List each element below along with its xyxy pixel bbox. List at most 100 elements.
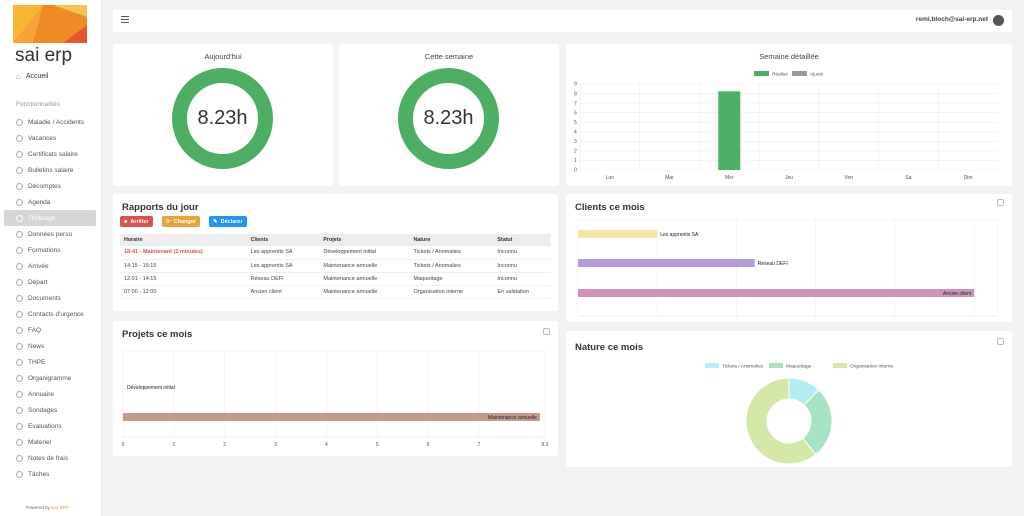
sidebar-item-label: Timbrage bbox=[28, 214, 56, 222]
sidebar-item-20[interactable]: Materiel bbox=[4, 434, 96, 450]
clock-icon bbox=[16, 230, 23, 238]
sidebar-item-17[interactable]: Annuaire bbox=[4, 386, 96, 402]
cell-statut: En validation bbox=[493, 285, 551, 299]
clock-icon bbox=[16, 438, 23, 446]
week-value: 8.23h bbox=[423, 107, 474, 129]
settings-icon[interactable] bbox=[997, 199, 1004, 206]
sidebar-item-label: Données perso bbox=[28, 230, 73, 238]
sidebar-item-4[interactable]: Décomptes bbox=[4, 178, 96, 194]
sidebar-item-label: Certificats salaire bbox=[28, 150, 78, 158]
cell-client: Les apprentis SA bbox=[246, 246, 320, 260]
column-header: Projets bbox=[319, 234, 410, 246]
clock-icon bbox=[16, 214, 23, 222]
cell-statut: Inconnu bbox=[493, 259, 551, 273]
stop-button[interactable]: ■ Arrêter bbox=[120, 216, 153, 227]
sidebar-item-home[interactable]: ⌂ Accueil bbox=[16, 72, 48, 81]
week-title: Cette semaine bbox=[424, 52, 474, 61]
sidebar-item-15[interactable]: THPE bbox=[4, 354, 96, 370]
x-tick-label: 7 bbox=[478, 442, 481, 448]
table-row[interactable]: 07:00 - 12:00 Ancien client Maintenance an… bbox=[120, 285, 551, 299]
sidebar-item-22[interactable]: Tâches bbox=[4, 466, 96, 482]
powered-brand-link[interactable]: SAI ERP bbox=[51, 505, 69, 510]
clock-icon bbox=[16, 470, 23, 478]
sidebar-item-9[interactable]: Arrivée bbox=[4, 258, 96, 274]
x-tick-label: 1 bbox=[172, 442, 175, 448]
column-header: Horaire bbox=[120, 234, 247, 246]
x-tick-label: Dim bbox=[964, 175, 973, 181]
sai-erp-logo[interactable]: sai erp bbox=[13, 5, 87, 66]
cell-horaire: 14:15 - 15:15 bbox=[120, 259, 247, 273]
table-row[interactable]: 18:41 - Maintenant (2 minutes) Les appren… bbox=[120, 246, 551, 260]
x-tick-label: 3 bbox=[274, 442, 277, 448]
today-title: Aujourd'hui bbox=[204, 52, 242, 61]
reports-title: Rapports du jour bbox=[122, 202, 199, 213]
week-detail-chart: Réalisé Ajusté 0 1 2 3 4 5 6 7 8 9 Lun Mar Mer Jeu Ven Sa… bbox=[574, 71, 998, 181]
y-tick-label: 8 bbox=[574, 91, 577, 97]
sidebar-item-10[interactable]: Départ bbox=[4, 274, 96, 290]
sidebar-item-12[interactable]: Contacts d'urgence bbox=[4, 306, 96, 322]
sidebar-item-3[interactable]: Bulletins salaire bbox=[4, 162, 96, 178]
table-row[interactable]: 12:01 - 14:15 Réseau DEFI Maintenance annu… bbox=[120, 272, 551, 286]
legend-label: Réalisé bbox=[772, 72, 788, 78]
clock-icon bbox=[16, 422, 23, 430]
today-card: Aujourd'hui 8.23h bbox=[113, 44, 333, 186]
sidebar-item-21[interactable]: Notes de frais bbox=[4, 450, 96, 466]
sidebar-item-6[interactable]: Timbrage bbox=[4, 210, 96, 226]
clients-card: Clients ce mois 0123455.3Les apprentis S… bbox=[566, 194, 1012, 322]
menu-toggle-icon[interactable] bbox=[121, 16, 129, 24]
y-tick-label: 5 bbox=[574, 120, 577, 126]
sidebar-item-1[interactable]: Vacances bbox=[4, 130, 96, 146]
projects-chart: 0 1 2 3 4 5 6 7 8.3 Développement initial Maintena… bbox=[122, 350, 549, 448]
pie-slice bbox=[745, 377, 817, 465]
sidebar-item-14[interactable]: News bbox=[4, 338, 96, 354]
settings-icon[interactable] bbox=[543, 328, 550, 335]
sidebar-item-5[interactable]: Agenda bbox=[4, 194, 96, 210]
declare-button[interactable]: ✎ Déclarer bbox=[209, 216, 247, 227]
clock-icon bbox=[16, 454, 23, 462]
y-tick-label: 3 bbox=[574, 139, 577, 145]
legend-label: Maquettage bbox=[786, 364, 812, 370]
sidebar-item-7[interactable]: Données perso bbox=[4, 226, 96, 242]
settings-icon[interactable] bbox=[997, 338, 1004, 345]
brand-name: sai erp bbox=[15, 45, 72, 65]
home-icon: ⌂ bbox=[16, 72, 21, 81]
sidebar-item-label: Materiel bbox=[28, 438, 52, 446]
cell-nature: Maquettage bbox=[409, 272, 494, 286]
cell-projet: Maintenance annuelle bbox=[319, 272, 410, 286]
sidebar-item-8[interactable]: Formations bbox=[4, 242, 96, 258]
clock-icon bbox=[16, 342, 23, 350]
week-ring bbox=[398, 68, 499, 169]
sidebar-item-label: Maladie / Accidents bbox=[28, 118, 85, 126]
clock-icon bbox=[16, 310, 23, 318]
sidebar-item-16[interactable]: Organigramme bbox=[4, 370, 96, 386]
cell-statut: Inconnu bbox=[493, 246, 551, 260]
stop-icon: ■ bbox=[124, 218, 128, 225]
cell-nature: Tickets / Anomalies bbox=[409, 259, 494, 273]
sidebar-item-label: Agenda bbox=[28, 198, 51, 206]
sidebar: sai erp ⌂ Accueil Fonctionnalités Maladi… bbox=[0, 0, 102, 516]
nature-chart: Tickets / Anomalies Maquettage Organisatio… bbox=[705, 363, 894, 465]
sidebar-item-11[interactable]: Documents bbox=[4, 290, 96, 306]
user-email[interactable]: remi.bloch@sai-erp.net bbox=[915, 16, 988, 23]
user-avatar-icon[interactable] bbox=[993, 15, 1004, 26]
sidebar-item-label: Bulletins salaire bbox=[28, 166, 74, 174]
projects-card: Projets ce mois 0 1 2 3 4 5 6 7 8.3 Développement… bbox=[113, 321, 558, 456]
change-button[interactable]: ⟳ Changer bbox=[162, 216, 200, 227]
sidebar-item-0[interactable]: Maladie / Accidents bbox=[4, 114, 96, 130]
clock-icon bbox=[16, 278, 23, 286]
x-tick-label: 5 bbox=[376, 442, 379, 448]
cell-client: Réseau DEFI bbox=[246, 272, 320, 286]
column-header: Clients bbox=[246, 234, 320, 246]
reports-table: Horaire Clients Projets Nature Statut 18:41 … bbox=[120, 234, 551, 299]
clock-icon bbox=[16, 150, 23, 158]
clock-icon bbox=[16, 358, 23, 366]
sidebar-item-2[interactable]: Certificats salaire bbox=[4, 146, 96, 162]
sidebar-item-19[interactable]: Evaluations bbox=[4, 418, 96, 434]
sidebar-item-13[interactable]: FAQ bbox=[4, 322, 96, 338]
week-detail-card: Semaine détaillée Réalisé Ajusté 0 1 2 3 4 5 6 7 8… bbox=[566, 44, 1012, 186]
clock-icon bbox=[16, 390, 23, 398]
table-row[interactable]: 14:15 - 15:15 Les apprentis SA Maintenance… bbox=[120, 259, 551, 273]
stop-label: Arrêter bbox=[130, 218, 149, 225]
bar-label: Maintenance annuelle bbox=[488, 415, 537, 421]
sidebar-item-18[interactable]: Sondages bbox=[4, 402, 96, 418]
